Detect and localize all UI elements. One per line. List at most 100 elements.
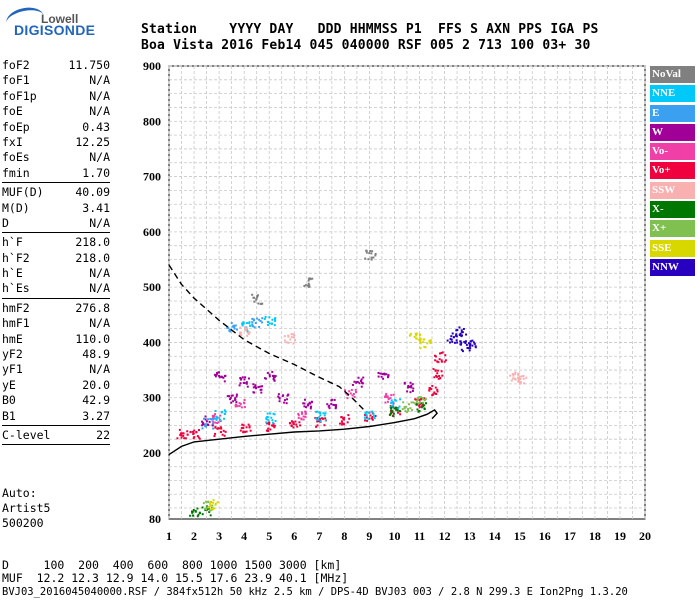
scatter-point <box>425 402 428 405</box>
scatter-point <box>258 325 261 328</box>
scatter-point <box>450 338 453 341</box>
x-tick-label: 9 <box>366 529 372 543</box>
scatter-point <box>424 398 427 401</box>
scatter-point <box>398 405 401 408</box>
x-tick-label: 16 <box>539 529 551 543</box>
scatter-point <box>197 429 200 432</box>
scatter-point <box>222 429 225 432</box>
scatter-point <box>384 401 387 404</box>
scatter-point <box>236 328 239 331</box>
scatter-point <box>415 332 418 335</box>
scatter-point <box>182 432 185 435</box>
scatter-point <box>316 417 319 420</box>
scatter-point <box>353 380 356 383</box>
scatter-point <box>269 428 272 431</box>
scatter-point <box>235 404 238 407</box>
scatter-point <box>395 408 398 411</box>
param-value: 110.0 <box>75 331 110 346</box>
scatter-point <box>235 395 238 398</box>
scatter-point <box>365 411 368 414</box>
scatter-point <box>419 347 422 350</box>
scatter-point <box>214 503 217 506</box>
scatter-point <box>246 330 249 333</box>
scatter-point <box>389 407 392 410</box>
scatter-point <box>306 404 309 407</box>
x-tick-label: 4 <box>241 529 247 543</box>
scatter-point <box>455 329 458 332</box>
scatter-point <box>193 436 196 439</box>
x-tick-label: 12 <box>439 529 451 543</box>
scatter-point <box>459 340 462 343</box>
scatter-point <box>403 405 406 408</box>
scatter-point <box>287 334 290 337</box>
scatter-point <box>179 432 182 435</box>
scatter-point <box>431 384 434 387</box>
scatter-point <box>209 514 212 517</box>
scatter-point <box>374 414 377 417</box>
scatter-point <box>180 436 183 439</box>
scatter-point <box>367 258 370 261</box>
scatter-point <box>292 342 295 345</box>
profile-curve <box>168 264 365 411</box>
scatter-point <box>467 347 470 350</box>
scatter-point <box>468 342 471 345</box>
scatter-point <box>419 342 422 345</box>
scatter-point <box>370 252 373 255</box>
scatter-point <box>331 398 334 401</box>
auto-label: Auto: <box>2 486 37 500</box>
scatter-point <box>429 342 432 345</box>
parameter-panel: foF2 11.750 foF1 N/A foF1p N/A foE N/A foEp 0.43 f… <box>2 58 110 447</box>
scatter-point <box>283 401 286 404</box>
scatter-point <box>365 416 368 419</box>
scatter-point <box>519 381 522 384</box>
scatter-point <box>351 394 354 397</box>
param-label: yF2 <box>2 347 23 362</box>
scatter-point <box>420 397 423 400</box>
scatter-point <box>240 406 243 409</box>
scatter-point <box>417 402 420 405</box>
scatter-point <box>419 337 422 340</box>
scatter-point <box>416 400 419 403</box>
scatter-point <box>253 300 256 303</box>
header-values: Boa Vista 2016 Feb14 045 040000 RSF 005 … <box>141 38 591 53</box>
scatter-point <box>267 323 270 326</box>
scatter-point <box>242 322 245 325</box>
scatter-point <box>229 396 232 399</box>
param-value: 20.0 <box>82 377 110 392</box>
legend-item: NNW <box>650 258 695 276</box>
scatter-point <box>511 373 514 376</box>
x-tick-label: 15 <box>514 529 526 543</box>
scatter-point <box>266 371 269 374</box>
param-label: MUF(D) <box>2 185 44 200</box>
scatter-point <box>229 398 232 401</box>
scatter-point <box>251 321 254 324</box>
scatter-point <box>204 507 207 510</box>
scatter-point <box>274 319 277 322</box>
scatter-point <box>453 341 456 344</box>
scatter-point <box>392 393 395 396</box>
scatter-point <box>232 400 235 403</box>
scatter-point <box>451 332 454 335</box>
x-tick-label: 8 <box>341 529 347 543</box>
scatter-point <box>216 501 219 504</box>
scatter-point <box>522 377 525 380</box>
param-value: 276.8 <box>75 300 110 315</box>
scatter-point <box>357 376 360 379</box>
scatter-point <box>256 294 259 297</box>
scatter-point <box>346 421 349 424</box>
scatter-point <box>272 412 275 415</box>
scatter-point <box>239 429 242 432</box>
param-value: N/A <box>89 281 110 296</box>
x-tick-label: 1 <box>166 529 172 543</box>
scatter-point <box>296 425 299 428</box>
scatter-point <box>317 418 320 421</box>
scatter-point <box>351 383 354 386</box>
scatter-point <box>367 417 370 420</box>
scatter-point <box>209 509 212 512</box>
scatter-point <box>292 426 295 429</box>
legend-item: Vo+ <box>650 162 695 180</box>
scatter-point <box>218 417 221 420</box>
scatter-point <box>240 334 243 337</box>
scatter-point <box>244 376 247 379</box>
scatter-point <box>409 386 412 389</box>
